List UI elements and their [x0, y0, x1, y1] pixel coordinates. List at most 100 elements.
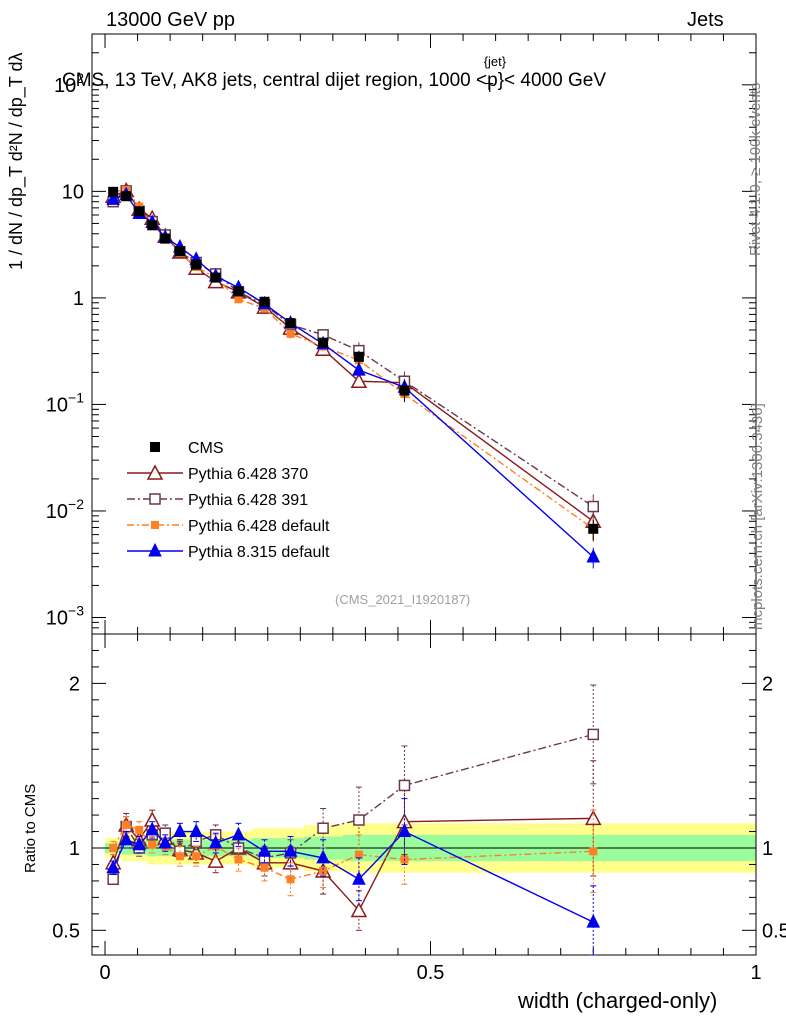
cms-point	[318, 337, 329, 348]
ratio-point	[257, 843, 272, 857]
ratio-point	[145, 821, 160, 836]
analysis-watermark: (CMS_2021_I1920187)	[335, 592, 471, 607]
main-point	[352, 361, 366, 376]
legend-label: Pythia 6.428 370	[188, 466, 308, 483]
y-tick-label: 10−2	[46, 496, 84, 523]
ratio-point	[107, 873, 119, 886]
ratio-uncertainty-bands	[92, 823, 756, 873]
cms-point	[353, 351, 364, 362]
y-tick-label: 10−3	[46, 602, 84, 629]
x-tick-label: 0	[99, 962, 110, 984]
ratio-point	[208, 834, 223, 849]
ratio-tick-label-left: 2	[69, 673, 80, 695]
cms-point	[160, 233, 171, 244]
legend: CMS Pythia 6.428 370 Pythia 6.428 391 Pythi…	[127, 440, 330, 561]
cms-point	[210, 272, 221, 283]
ratio-point	[354, 850, 363, 859]
y-tick-label: 1	[73, 288, 84, 310]
ratio-point	[175, 852, 184, 861]
ratio-point	[106, 859, 120, 874]
ratio-point	[319, 867, 328, 876]
main-point	[586, 548, 601, 563]
plot-title: CMS, 13 TeV, AK8 jets, central dijet reg…	[62, 54, 606, 95]
side-label-rivet: Rivet 4.1.0, ≥ 100k events	[747, 82, 764, 256]
ratio-point	[283, 843, 298, 857]
ratio-point	[352, 871, 366, 885]
title-sub: T	[485, 80, 494, 95]
ratio-point	[350, 901, 368, 918]
ratio-point	[192, 852, 201, 861]
ratio-point	[109, 844, 118, 852]
ratio-point	[316, 849, 330, 864]
ratio-point	[317, 822, 329, 834]
cms-point	[285, 318, 296, 329]
ratio-point	[397, 823, 412, 838]
ratio-point	[353, 814, 365, 826]
header-right: Jets	[687, 9, 724, 31]
cms-point	[147, 220, 158, 231]
title-sup: {jet}	[483, 54, 507, 69]
ratio-line-2	[112, 824, 594, 881]
cms-point	[588, 523, 599, 534]
ratio-tick-label-left: 0.5	[52, 920, 80, 942]
title-tail: }< 4000 GeV	[497, 70, 606, 91]
main-line-2	[113, 189, 594, 530]
series-layer	[104, 181, 602, 956]
cms-point	[134, 206, 145, 217]
cms-point	[191, 259, 202, 270]
ratio-point	[260, 863, 269, 872]
ratio-point	[584, 809, 602, 826]
legend-marker	[151, 521, 159, 529]
ratio-tick-label-right: 1	[762, 838, 773, 860]
main-point	[587, 500, 600, 513]
ratio-tick-label-right: 0.5	[762, 920, 786, 942]
main-point	[350, 372, 368, 389]
legend-marker	[150, 442, 160, 452]
legend-label: Pythia 6.428 391	[188, 492, 308, 509]
legend-marker	[148, 542, 162, 557]
ratio-point	[148, 840, 157, 849]
main-point	[234, 295, 243, 304]
ratio-point	[586, 913, 601, 928]
ratio-point	[231, 826, 246, 841]
ratio-point	[234, 855, 243, 864]
legend-marker	[146, 464, 164, 480]
ratio-point	[398, 779, 411, 792]
y-tick-label: 102	[54, 70, 84, 97]
legend-label: Pythia 8.315 default	[188, 544, 330, 561]
ratio-point	[587, 728, 600, 741]
ratio-point	[589, 847, 598, 856]
cms-point	[399, 385, 410, 396]
ratio-point	[189, 823, 203, 838]
y-tick-label: 10−1	[46, 389, 84, 416]
cms-point	[259, 296, 270, 307]
cms-point	[233, 286, 244, 297]
x-tick-label: 0.5	[417, 962, 445, 984]
ratio-point	[122, 820, 131, 829]
main-y-axis-title: 1 / dN / dp_T d²N / dp_T dλ	[6, 53, 27, 270]
title-main: CMS, 13 TeV, AK8 jets, central dijet reg…	[62, 70, 498, 91]
ratio-tick-label-right: 2	[762, 673, 773, 695]
main-point	[106, 191, 120, 205]
legend-label: Pythia 6.428 default	[188, 518, 330, 535]
ratio-tick-label-left: 1	[69, 838, 80, 860]
ratio-point	[286, 875, 295, 884]
ratio-frame	[91, 633, 757, 956]
ratio-point	[135, 825, 144, 834]
legend-marker	[149, 493, 161, 505]
cms-point	[174, 246, 185, 257]
main-point	[286, 329, 295, 338]
ratio-point	[119, 831, 133, 846]
x-axis-title: width (charged-only)	[518, 988, 718, 1013]
header-left: 13000 GeV pp	[106, 9, 235, 31]
main-y-axis-title-text: 1 / dN / dp_T d²N / dp_T dλ	[6, 52, 26, 270]
ratio-y-axis-title: Ratio to CMS	[22, 783, 39, 873]
legend-label: CMS	[188, 440, 224, 457]
y-tick-label: 10	[62, 181, 84, 203]
ratio-point	[158, 834, 173, 849]
x-tick-label: 1	[750, 962, 761, 984]
cms-point	[108, 186, 119, 197]
ratio-point	[207, 852, 224, 868]
